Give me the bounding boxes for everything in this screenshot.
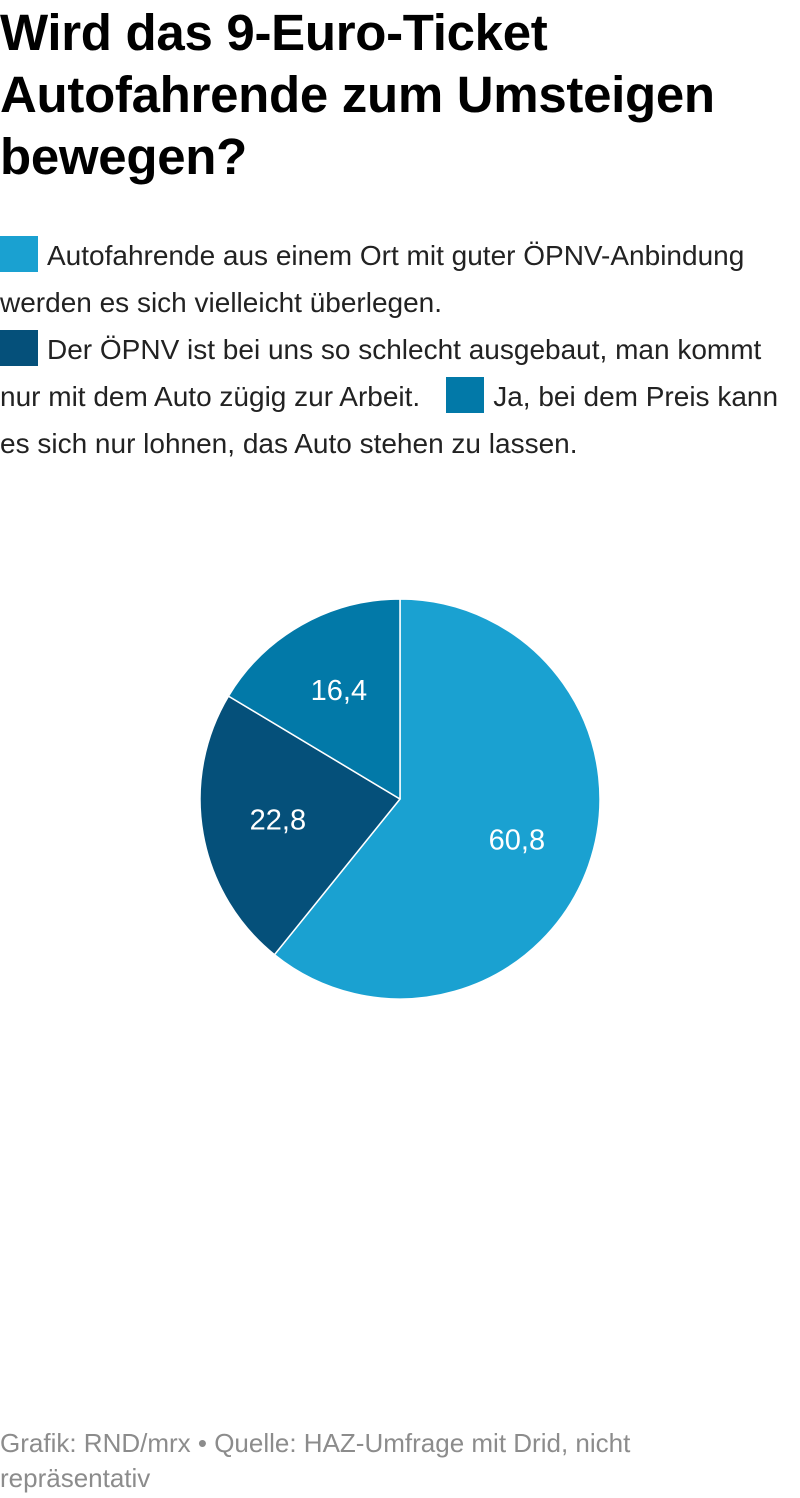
pie-slice-poor-transit <box>199 695 401 956</box>
legend-swatch-yes-price <box>446 377 485 413</box>
legend-item-good-transit: Autofahrende aus einem Ort mit guter ÖPN… <box>0 236 745 318</box>
pie-chart: 60,8 22,8 16,4 <box>0 560 800 1040</box>
legend-swatch-good-transit <box>0 236 38 272</box>
pie-label-poor-transit: 22,8 <box>250 805 306 837</box>
legend-label-poor-transit: Der ÖPNV ist bei uns so schlecht ausgeba… <box>0 334 762 412</box>
legend-item-yes-price: Ja, bei dem Preis kann es sich nur lohne… <box>0 377 779 459</box>
legend-swatch-poor-transit <box>0 330 38 366</box>
pie-chart-svg: 60,8 22,8 16,4 <box>199 598 601 1000</box>
legend-item-poor-transit: Der ÖPNV ist bei uns so schlecht ausgeba… <box>0 330 762 412</box>
pie-label-yes-price: 16,4 <box>311 675 367 707</box>
pie-slice-good-transit <box>273 598 601 1000</box>
pie-slice-yes-price <box>227 598 401 800</box>
chart-legend: Autofahrende aus einem Ort mit guter ÖPN… <box>0 232 798 467</box>
chart-title: Wird das 9-Euro-Ticket Autofahrende zum … <box>0 4 715 185</box>
legend-label-yes-price: Ja, bei dem Preis kann es sich nur lohne… <box>0 381 779 459</box>
source-credit: Grafik: RND/mrx • Quelle: HAZ-Umfrage mi… <box>0 1428 631 1493</box>
legend-label-good-transit: Autofahrende aus einem Ort mit guter ÖPN… <box>0 240 745 318</box>
pie-label-good-transit: 60,8 <box>489 824 545 856</box>
